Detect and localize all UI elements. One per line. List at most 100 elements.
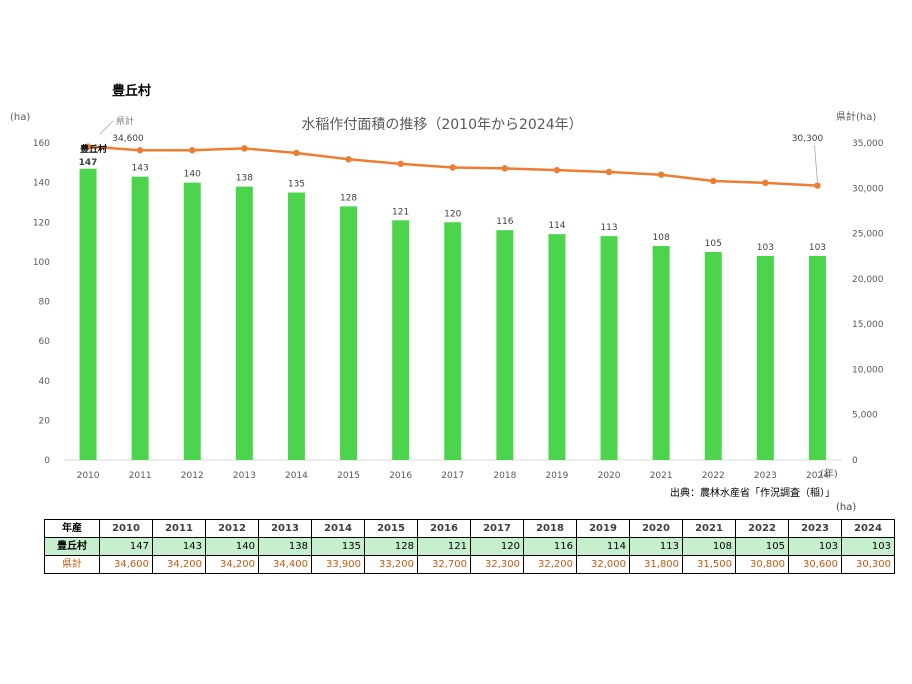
table-year-header: 2017 [470,519,524,538]
axis-ticks: 2010 2011 2012 2013 2014 2015 2016 2017 2018 2019… [33,139,884,481]
table-year-header: 2024 [841,519,895,538]
bar [444,222,462,460]
table-pref-cell: 30,800 [735,555,789,574]
line-point [241,145,248,152]
table-header-label: 年産 [44,519,100,538]
legend-prefecture: 県計 [116,115,134,127]
bar [808,255,826,460]
x-tick-label: 2023 [754,471,777,481]
x-tick-label: 2015 [337,471,360,481]
bar [131,176,149,460]
y-left-tick-label: 0 [44,456,50,466]
table-pref-cell: 31,800 [629,555,683,574]
line-last-leader [814,144,818,182]
y-left-tick-label: 40 [39,377,51,387]
table-village-cell: 103 [788,537,842,556]
table-village-cell: 138 [258,537,312,556]
table-year-header: 2016 [417,519,471,538]
table-village-cell: 113 [629,537,683,556]
x-tick-label: 2010 [77,471,100,481]
line-point [449,164,456,171]
x-tick-label: 2024 [806,471,829,481]
line-series: 34,600 30,300 [84,134,824,189]
table-pref-cell: 33,900 [311,555,365,574]
y-left-tick-label: 20 [39,416,51,426]
bar [79,168,97,460]
y-right-tick-label: 30,000 [852,184,884,194]
data-table: 年産 2010 2011 2012 2013 2014 2015 2016 2017 2018 2… [44,519,895,574]
line-point [657,171,665,178]
y-right-tick-label: 35,000 [852,139,884,149]
table-pref-cell: 33,200 [364,555,418,574]
left-axis-unit: (ha) [10,112,30,123]
bar-value-label: 114 [548,221,565,231]
y-right-tick-label: 0 [852,456,858,466]
table-header-row: 年産 2010 2011 2012 2013 2014 2015 2016 2017 2018 2… [44,519,895,538]
x-axis-unit: (年) [820,467,838,480]
x-tick-label: 2016 [389,471,412,481]
table-year-header: 2022 [735,519,789,538]
x-tick-label: 2020 [598,471,621,481]
table-year-header: 2020 [629,519,683,538]
line-point [501,165,509,172]
bar-value-label: 138 [236,174,253,184]
x-tick-label: 2014 [285,471,308,481]
y-left-tick-label: 60 [39,337,51,347]
y-left-tick-label: 160 [33,139,50,149]
bar-value-label: 103 [809,243,826,253]
bar-value-label: 103 [757,243,774,253]
line-first-value-label: 34,600 [112,134,144,144]
y-right-tick-label: 25,000 [852,230,884,240]
table-unit: (ha) [836,502,857,513]
x-tick-label: 2011 [129,471,152,481]
table-year-header: 2023 [788,519,842,538]
table-pref-cell: 34,200 [152,555,206,574]
table-pref-cell: 32,000 [576,555,630,574]
table-village-cell: 105 [735,537,789,556]
table-pref-label: 県計 [44,555,100,574]
bar [340,206,358,460]
table-pref-cell: 32,300 [470,555,524,574]
bar-value-label: 113 [600,223,617,233]
table-village-cell: 140 [205,537,259,556]
line-point [762,179,769,187]
bar [287,192,305,460]
table-pref-cell: 34,400 [258,555,312,574]
line-point [814,182,821,189]
bar-value-label: 128 [340,193,357,203]
table-year-header: 2010 [99,519,153,538]
x-tick-label: 2017 [441,471,464,481]
table-year-header: 2012 [205,519,259,538]
y-left-tick-label: 120 [33,218,50,228]
table-year-header: 2021 [682,519,736,538]
table-village-label: 豊丘村 [44,537,100,556]
table-village-cell: 103 [841,537,895,556]
table-village-cell: 116 [523,537,577,556]
y-left-tick-label: 100 [33,258,50,268]
line-point [710,177,717,185]
bar-series [79,168,826,460]
table-year-header: 2015 [364,519,418,538]
table-village-cell: 108 [682,537,736,556]
table-pref-cell: 32,700 [417,555,471,574]
table-village-cell: 128 [364,537,418,556]
table-pref-cell: 30,600 [788,555,842,574]
table-village-cell: 135 [311,537,365,556]
table-pref-cell: 30,300 [841,555,895,574]
bar-value-label: 121 [392,207,409,217]
village-title: 豊丘村 [112,83,151,99]
line-point [397,160,404,168]
table-village-cell: 120 [470,537,524,556]
bar [392,220,410,460]
bar-value-label: 120 [444,209,461,219]
line-point [293,149,300,157]
table-year-header: 2018 [523,519,577,538]
bar [600,236,618,460]
table-row-prefecture: 県計 34,600 34,200 34,200 34,400 33,900 33,200 3… [44,555,895,574]
y-left-tick-label: 80 [39,298,51,308]
line-last-value-label: 30,300 [792,134,824,144]
bar [652,246,670,460]
bar-value-label: 105 [705,239,722,249]
table-pref-cell: 31,500 [682,555,736,574]
